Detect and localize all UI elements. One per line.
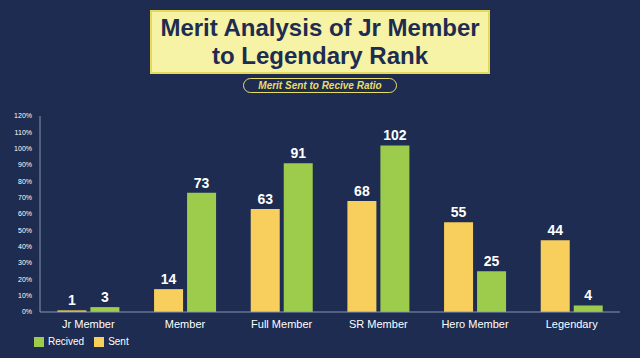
svg-text:25: 25 (484, 253, 500, 269)
svg-text:Full Member: Full Member (251, 318, 312, 330)
html-text:Sent: Sent (108, 336, 129, 347)
svg-text:10%: 10% (18, 292, 32, 299)
svg-text:80%: 80% (18, 178, 32, 185)
html-text:Merit Analysis of Jr Member to: Merit Analysis of Jr Member to Legendary… (160, 14, 480, 69)
svg-text:4: 4 (584, 287, 592, 303)
html-text:Merit Sent to Recive Ratio: Merit Sent to Recive Ratio (258, 80, 382, 91)
svg-text:Jr Member: Jr Member (62, 318, 115, 330)
svg-text:50%: 50% (18, 227, 32, 234)
svg-text:102: 102 (383, 127, 407, 143)
svg-text:63: 63 (257, 191, 273, 207)
svg-text:110%: 110% (15, 129, 32, 136)
svg-text:3: 3 (101, 289, 109, 305)
svg-text:Member: Member (165, 318, 206, 330)
svg-text:20%: 20% (18, 276, 32, 283)
svg-text:70%: 70% (18, 194, 32, 201)
html-text:Recived: Recived (48, 336, 85, 347)
svg-text:40%: 40% (18, 243, 32, 250)
svg-text:1: 1 (68, 292, 76, 308)
svg-text:Hero Member: Hero Member (441, 318, 509, 330)
svg-text:60%: 60% (18, 210, 32, 217)
svg-text:68: 68 (354, 183, 370, 199)
svg-text:0%: 0% (22, 308, 32, 315)
svg-text:30%: 30% (18, 259, 32, 266)
svg-text:120%: 120% (14, 112, 32, 119)
svg-text:55: 55 (451, 204, 467, 220)
svg-text:73: 73 (194, 175, 210, 191)
svg-text:91: 91 (290, 145, 306, 161)
svg-text:14: 14 (161, 271, 177, 287)
svg-text:44: 44 (547, 222, 563, 238)
svg-text:Legendary: Legendary (546, 318, 598, 330)
svg-text:90%: 90% (18, 161, 32, 168)
svg-text:100%: 100% (14, 145, 32, 152)
svg-text:SR Member: SR Member (349, 318, 408, 330)
